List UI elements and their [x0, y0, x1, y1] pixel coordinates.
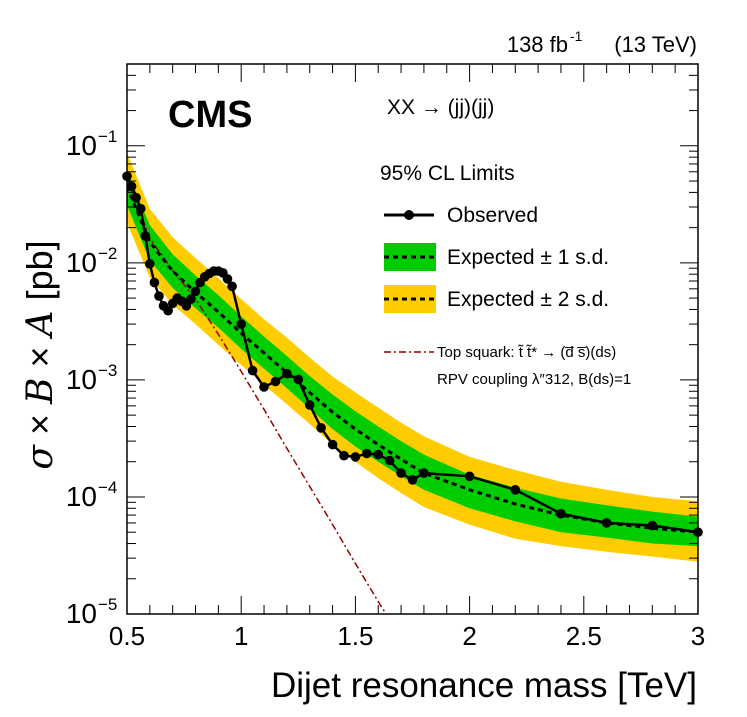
y-tick-exponent: −2	[98, 244, 117, 263]
observed-point	[222, 274, 233, 284]
expected-1sd-band	[127, 170, 698, 547]
y-tick-exponent: −4	[98, 478, 117, 497]
y-tick-exponent: −1	[98, 127, 117, 146]
legend-theory-label-1: Top squark: t̃ t̃* → (d̅ s̅)(ds)	[437, 344, 616, 361]
observed-point	[135, 203, 146, 214]
observed-point	[601, 518, 612, 528]
x-tick-labels: 0.5 1 1.5 2 2.5 3	[109, 621, 705, 651]
top-squark-theory-line	[127, 175, 387, 614]
observed-point	[163, 305, 173, 316]
observed-point	[407, 475, 418, 485]
observed-point	[259, 382, 269, 392]
legend-observed-marker	[404, 210, 414, 220]
y-axis-title: σ × B × A [pb]	[19, 240, 61, 469]
observed-point	[339, 450, 349, 461]
observed-point	[227, 281, 237, 292]
legend: 95% CL Limits Observed Expected ± 1 s.d.…	[380, 162, 631, 388]
observed-point	[236, 319, 246, 329]
observed-point	[181, 301, 192, 311]
legend-expected1-label: Expected ± 1 s.d.	[447, 246, 609, 269]
observed-point	[293, 374, 304, 385]
x-tick-label: 2.5	[566, 621, 602, 651]
y-title-a: A	[20, 310, 61, 339]
y-tick-label: 10	[66, 130, 97, 161]
x-axis-title: Dijet resonance mass [TeV]	[271, 666, 697, 705]
observed-point	[384, 455, 395, 466]
observed-markers	[122, 171, 703, 537]
observed-point	[556, 508, 566, 519]
observed-point	[190, 286, 201, 297]
x-tick-label: 0.5	[109, 621, 145, 651]
observed-point	[186, 294, 196, 304]
x-tick-label: 3	[691, 621, 705, 651]
observed-point	[510, 485, 521, 495]
observed-point	[373, 449, 384, 460]
legend-header: 95% CL Limits	[380, 162, 515, 185]
y-title-b: B	[20, 378, 61, 405]
observed-point	[282, 368, 292, 379]
x-tick-label: 2	[462, 621, 476, 651]
observed-point	[327, 439, 338, 450]
y-tick-label: 10	[66, 247, 97, 278]
svg-text:σ × B ×: σ × B × A [pb]	[19, 240, 61, 469]
y-title-sigma: σ	[20, 444, 61, 470]
legend-expected2-label: Expected ± 2 s.d.	[447, 288, 609, 311]
axis-ticks	[126, 63, 699, 615]
observed-point	[149, 277, 160, 288]
observed-point	[154, 291, 164, 301]
cms-label: CMS	[168, 94, 252, 136]
y-tick-exponent: −5	[98, 595, 117, 614]
y-title-unit: [pb]	[19, 240, 60, 300]
x-tick-label: 1.5	[337, 621, 373, 651]
observed-point	[270, 376, 281, 387]
observed-point	[350, 452, 361, 462]
y-tick-label: 10	[66, 598, 97, 629]
lumi-superscript: -1	[570, 28, 583, 44]
observed-point	[247, 365, 258, 376]
observed-point	[464, 471, 475, 482]
observed-point	[145, 259, 155, 269]
observed-point	[362, 448, 372, 459]
y-tick-exponent: −3	[98, 361, 117, 380]
y-title-times-2: ×	[19, 346, 60, 367]
observed-point	[126, 181, 137, 192]
legend-observed-label: Observed	[447, 204, 538, 227]
energy-label: (13 TeV)	[614, 32, 697, 57]
legend-band1-swatch	[384, 243, 436, 271]
y-tick-labels: 10−510−410−310−210−1	[66, 127, 118, 629]
expected-limit-line	[127, 185, 698, 534]
observed-point	[316, 423, 326, 433]
observed-point	[396, 468, 406, 478]
observed-point	[131, 192, 141, 203]
observed-point	[647, 520, 658, 531]
x-tick-label: 1	[234, 621, 248, 651]
observed-point	[304, 400, 315, 410]
lumi-label: 138 fb	[507, 32, 568, 57]
y-tick-label: 10	[66, 481, 97, 512]
y-title-times-1: ×	[19, 414, 60, 435]
legend-band2-swatch	[384, 285, 436, 313]
legend-theory-label-2: RPV coupling λ″312, B(ds)=1	[437, 371, 631, 388]
y-tick-label: 10	[66, 364, 97, 395]
process-label: XX → (jj)(jj)	[387, 96, 494, 119]
observed-point	[419, 468, 429, 478]
observed-point	[140, 231, 151, 241]
plot-frame	[126, 63, 699, 615]
